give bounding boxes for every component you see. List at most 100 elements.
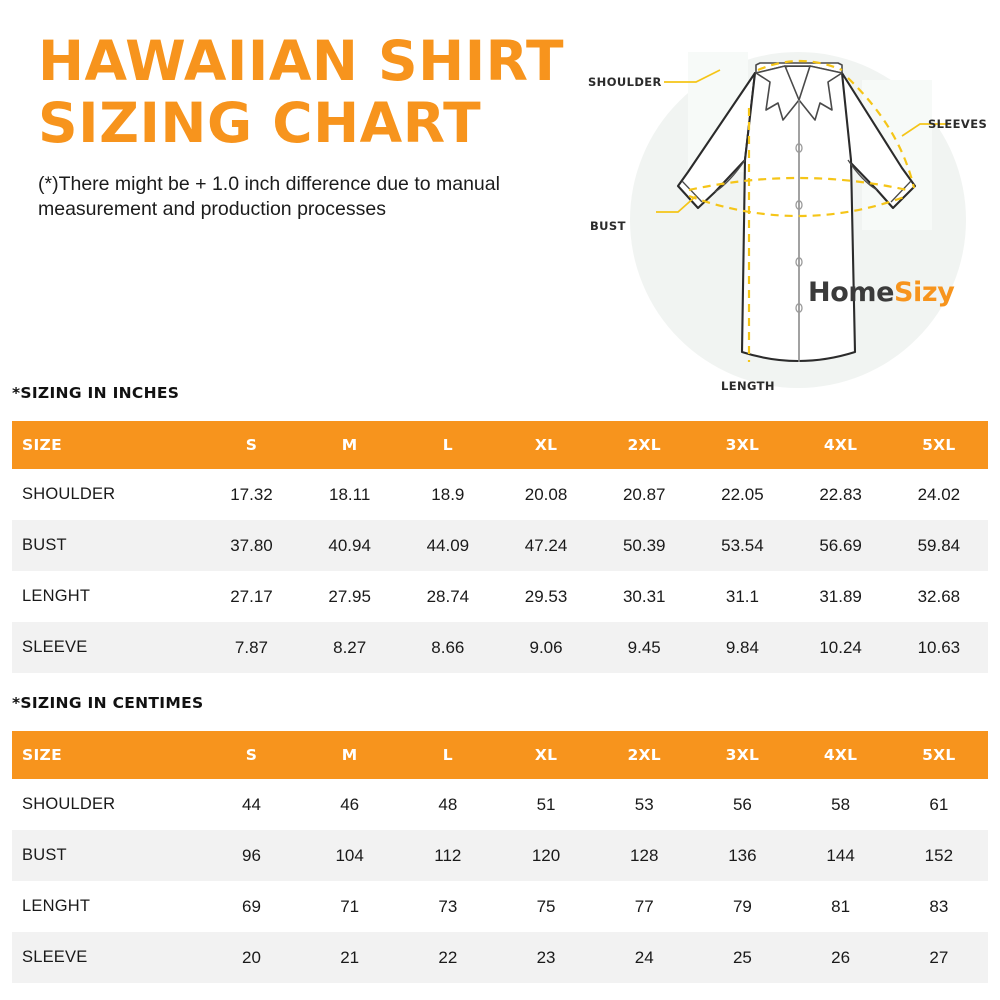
table-row: BUST 37.80 40.94 44.09 47.24 50.39 53.54… [12,520,988,571]
row-label-lenght: LENGHT [12,571,203,622]
label-bust: BUST [590,219,626,233]
cell-shoulder-cm-xl: 51 [496,779,596,830]
row-label-lenght-cm: LENGHT [12,881,203,932]
table-row: SHOULDER 17.32 18.11 18.9 20.08 20.87 22… [12,469,988,520]
column-header-xl-cm: XL [496,731,596,779]
cell-sleeve-cm-m: 21 [300,932,399,983]
column-header-l: L [398,421,497,469]
cell-shoulder-cm-3xl: 56 [693,779,792,830]
column-header-5xl-cm: 5XL [889,731,988,779]
cell-bust-cm-s: 96 [202,830,301,881]
cell-sleeve-cm-xl: 23 [496,932,596,983]
cell-bust-5xl: 59.84 [889,520,988,571]
row-label-bust-cm: BUST [12,830,203,881]
cell-sleeve-cm-l: 22 [398,932,497,983]
page-title-line-2: SIZING CHART [38,91,482,155]
column-header-m: M [300,421,399,469]
cell-bust-xl: 47.24 [496,520,596,571]
cell-lenght-cm-s: 69 [202,881,301,932]
table-row: LENGHT 27.17 27.95 28.74 29.53 30.31 31.… [12,571,988,622]
cell-lenght-cm-l: 73 [398,881,497,932]
cell-lenght-cm-5xl: 83 [889,881,988,932]
cell-lenght-cm-xl: 75 [496,881,596,932]
cell-sleeve-5xl: 10.63 [889,622,988,673]
cell-lenght-5xl: 32.68 [889,571,988,622]
table-row: SHOULDER 44 46 48 51 53 56 58 61 [12,779,988,830]
leader-lines [656,69,950,213]
cell-lenght-m: 27.95 [300,571,399,622]
cell-bust-4xl: 56.69 [791,520,890,571]
column-header-s: S [202,421,301,469]
measurement-disclaimer: (*)There might be + 1.0 inch difference … [38,173,500,220]
row-label-sleeve: SLEEVE [12,622,203,673]
cell-shoulder-3xl: 22.05 [693,469,792,520]
table-header-row: SIZE S M L XL 2XL 3XL 4XL 5XL [12,421,988,469]
cell-lenght-cm-4xl: 81 [791,881,890,932]
cell-lenght-s: 27.17 [202,571,301,622]
column-header-s-cm: S [202,731,301,779]
cell-shoulder-s: 17.32 [202,469,301,520]
cell-bust-cm-5xl: 152 [889,830,988,881]
column-header-size: SIZE [12,421,203,469]
column-header-size-cm: SIZE [12,731,203,779]
cell-shoulder-xl: 20.08 [496,469,596,520]
cell-shoulder-4xl: 22.83 [791,469,890,520]
logo-text-sizy: Sizy [894,277,955,308]
column-header-4xl: 4XL [791,421,890,469]
cell-bust-cm-l: 112 [398,830,497,881]
logo-text-home: Home [808,277,894,308]
cell-sleeve-s: 7.87 [202,622,301,673]
cell-bust-cm-xl: 120 [496,830,596,881]
cell-lenght-cm-3xl: 79 [693,881,792,932]
cell-shoulder-cm-s: 44 [202,779,301,830]
cell-lenght-l: 28.74 [398,571,497,622]
cell-sleeve-3xl: 9.84 [693,622,792,673]
cell-sleeve-m: 8.27 [300,622,399,673]
cell-sleeve-4xl: 10.24 [791,622,890,673]
cell-sleeve-l: 8.66 [398,622,497,673]
table-row: LENGHT 69 71 73 75 77 79 81 83 [12,881,988,932]
cell-lenght-3xl: 31.1 [693,571,792,622]
page-title-line-1: HAWAIIAN SHIRT [38,29,565,93]
table-row: SLEEVE 20 21 22 23 24 25 26 27 [12,932,988,983]
column-header-5xl: 5XL [889,421,988,469]
column-header-2xl: 2XL [595,421,694,469]
cell-bust-2xl: 50.39 [595,520,694,571]
column-header-4xl-cm: 4XL [791,731,890,779]
cell-bust-cm-3xl: 136 [693,830,792,881]
cell-lenght-cm-2xl: 77 [595,881,694,932]
section-caption-inches: *SIZING IN INCHES [12,384,180,402]
cell-sleeve-cm-2xl: 24 [595,932,694,983]
column-header-xl: XL [496,421,596,469]
cell-lenght-xl: 29.53 [496,571,596,622]
table-header-row: SIZE S M L XL 2XL 3XL 4XL 5XL [12,731,988,779]
cell-shoulder-2xl: 20.87 [595,469,694,520]
row-label-shoulder: SHOULDER [12,469,203,520]
row-label-shoulder-cm: SHOULDER [12,779,203,830]
cell-shoulder-cm-5xl: 61 [889,779,988,830]
cell-shoulder-cm-2xl: 53 [595,779,694,830]
cell-lenght-cm-m: 71 [300,881,399,932]
cell-shoulder-cm-l: 48 [398,779,497,830]
cell-sleeve-2xl: 9.45 [595,622,694,673]
row-label-sleeve-cm: SLEEVE [12,932,203,983]
cell-shoulder-cm-m: 46 [300,779,399,830]
sizing-table-inches: SIZE S M L XL 2XL 3XL 4XL 5XL SHOULDER 1… [12,421,988,673]
cell-bust-3xl: 53.54 [693,520,792,571]
cell-bust-cm-m: 104 [300,830,399,881]
bust-guide-lower [688,194,908,218]
column-header-l-cm: L [398,731,497,779]
shirt-buttons [795,143,803,313]
shoulder-guide [757,59,843,72]
cell-shoulder-l: 18.9 [398,469,497,520]
cell-sleeve-cm-4xl: 26 [791,932,890,983]
label-length: LENGTH [721,379,775,393]
shirt-collar [755,62,843,121]
homesizy-logo: HomeSizy [808,277,955,308]
cell-bust-m: 40.94 [300,520,399,571]
label-sleeves: SLEEVES [928,117,987,131]
cell-bust-s: 37.80 [202,520,301,571]
cell-sleeve-cm-5xl: 27 [889,932,988,983]
column-header-2xl-cm: 2XL [595,731,694,779]
